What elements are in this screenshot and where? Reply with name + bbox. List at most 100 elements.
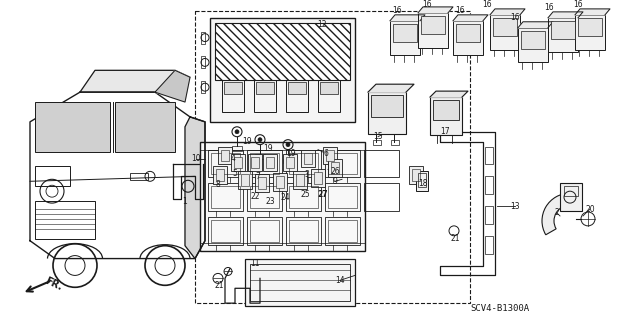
Bar [485, 176, 493, 194]
Bar [241, 174, 249, 186]
Bar [247, 217, 282, 245]
Bar [283, 153, 297, 171]
Bar [373, 140, 381, 145]
Text: 27: 27 [317, 190, 328, 199]
Bar [283, 159, 293, 163]
Polygon shape [548, 12, 583, 18]
Bar [245, 259, 355, 306]
Bar [286, 157, 294, 168]
Bar [421, 16, 445, 34]
Text: 16: 16 [510, 13, 520, 22]
Bar [250, 186, 279, 208]
Bar [250, 263, 350, 301]
Text: 24: 24 [280, 193, 290, 202]
Bar [251, 157, 259, 168]
Bar [286, 183, 321, 211]
Bar [328, 186, 357, 208]
Text: 13: 13 [510, 202, 520, 211]
Bar [115, 102, 175, 152]
Polygon shape [453, 15, 488, 21]
Text: 16: 16 [544, 4, 554, 12]
Bar [289, 220, 318, 242]
Bar [216, 169, 224, 181]
Bar [263, 153, 277, 171]
Bar [564, 186, 578, 196]
Bar [258, 177, 266, 189]
Text: 12: 12 [317, 20, 327, 29]
Bar [195, 11, 470, 303]
Bar [201, 56, 205, 68]
Bar [326, 150, 334, 161]
Polygon shape [80, 70, 190, 92]
Bar [318, 80, 340, 112]
Polygon shape [390, 15, 425, 21]
Polygon shape [518, 22, 553, 28]
Bar [266, 157, 274, 168]
Bar [211, 220, 240, 242]
Bar [390, 21, 420, 56]
Polygon shape [155, 70, 190, 102]
Bar [328, 160, 342, 177]
Bar [518, 28, 548, 63]
Bar [35, 201, 95, 239]
Text: 11: 11 [250, 259, 260, 268]
Bar [215, 23, 350, 80]
Bar [208, 217, 243, 245]
Text: 19: 19 [242, 137, 252, 146]
Bar [221, 150, 229, 161]
Bar [304, 152, 312, 165]
Bar [418, 13, 448, 48]
Bar [485, 147, 493, 165]
Bar [325, 150, 360, 177]
Bar [368, 92, 406, 134]
Bar [211, 152, 240, 174]
Bar [250, 220, 279, 242]
Text: 9: 9 [333, 177, 337, 186]
Bar [130, 173, 148, 180]
Bar [412, 169, 420, 181]
Bar [560, 183, 582, 211]
Bar [238, 171, 252, 189]
Bar [250, 152, 279, 174]
Circle shape [235, 130, 239, 134]
Bar [289, 186, 318, 208]
Bar [286, 217, 321, 245]
Bar [371, 95, 403, 117]
Bar [493, 18, 517, 36]
Bar [232, 146, 242, 151]
Polygon shape [490, 9, 525, 15]
Bar [256, 82, 274, 94]
Text: 16: 16 [573, 0, 583, 10]
Bar [314, 172, 322, 184]
Text: 8: 8 [216, 180, 220, 189]
Bar [548, 18, 578, 53]
Bar [551, 21, 575, 39]
Bar [224, 82, 242, 94]
Bar [276, 176, 284, 188]
Text: 16: 16 [455, 6, 465, 15]
Text: 21: 21 [451, 234, 460, 243]
Polygon shape [418, 7, 453, 13]
Bar [301, 150, 315, 167]
Bar [325, 217, 360, 245]
Bar [364, 150, 399, 177]
Text: 18: 18 [419, 179, 428, 188]
Bar [364, 183, 399, 211]
Bar [211, 186, 240, 208]
Bar [328, 152, 357, 174]
Bar [418, 173, 426, 187]
Polygon shape [185, 117, 205, 259]
Bar [288, 82, 306, 94]
Text: 25: 25 [300, 190, 310, 199]
Bar [200, 142, 365, 251]
Bar [286, 80, 308, 112]
Bar [201, 81, 205, 93]
Text: SCV4-B1300A: SCV4-B1300A [470, 304, 529, 313]
Wedge shape [542, 193, 570, 235]
Bar [255, 153, 265, 159]
Text: 20: 20 [585, 204, 595, 213]
Bar [393, 24, 417, 41]
Bar [234, 157, 242, 168]
Text: 16: 16 [392, 6, 402, 15]
Circle shape [286, 143, 290, 147]
